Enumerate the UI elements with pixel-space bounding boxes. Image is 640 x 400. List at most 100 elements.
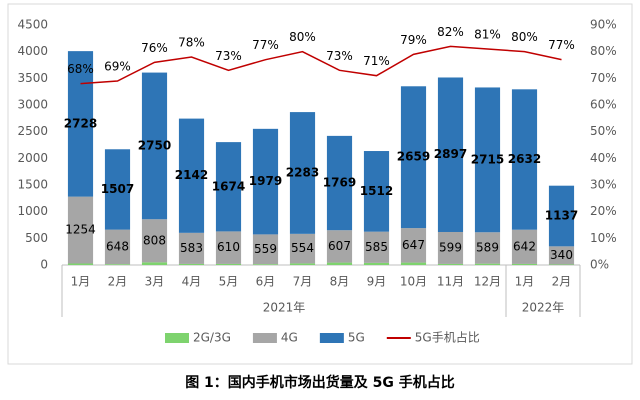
data-label: 554 [291,241,314,255]
legend-swatch [319,333,344,343]
x-tick-label: 7月 [293,275,313,289]
data-label: 1507 [101,182,134,196]
bar-segment [289,263,316,265]
bar-segment [363,231,390,263]
bar-segment [178,263,205,265]
x-tick-label: 9月 [367,275,387,289]
data-label: 340 [550,248,573,262]
y2-tick-label: 70% [590,71,617,85]
bar-segment [289,112,316,234]
legend-swatch [252,333,277,343]
data-label: 642 [513,239,536,253]
bar-segment [215,142,242,232]
data-label: 647 [402,238,425,252]
data-label: 76% [141,41,168,55]
x-tick-label: 1月 [515,275,535,289]
data-label: 1512 [360,184,393,198]
bar-segment [437,263,464,265]
caption: 图 1：国内手机市场出货量及 5G 手机占比 [185,374,455,391]
y2-tick-label: 60% [590,98,617,112]
x-group-label: 2021年 [263,301,306,315]
legend-label: 5G [348,331,365,345]
y-tick-label: 1500 [17,178,48,192]
data-label: 808 [143,233,166,247]
data-label: 2728 [64,116,97,130]
data-label: 607 [328,239,351,253]
data-label: 77% [548,38,575,52]
bar-segment [400,86,427,229]
x-tick-label: 4月 [182,275,202,289]
bar-segment [104,229,131,265]
chart-border [7,3,633,365]
data-label: 1979 [249,174,282,188]
bar-segment [178,118,205,233]
data-label: 2142 [175,168,208,182]
data-label: 1254 [65,223,96,237]
data-label: 2715 [471,152,504,166]
bar-segment [511,263,538,265]
data-label: 73% [215,49,242,63]
data-label: 559 [254,242,277,256]
x-tick-label: 8月 [330,275,350,289]
line [80,45,562,85]
x-tick-label: 2月 [552,275,572,289]
data-label: 583 [180,241,203,255]
bar-segment [104,149,131,230]
bar-segment [141,219,168,263]
y2-tick-label: 10% [590,231,617,245]
y2-tick-label: 20% [590,204,617,218]
y-tick-label: 3500 [17,71,48,85]
x-tick-label: 3月 [145,275,165,289]
bar-segment [400,262,427,265]
bar-segment [252,128,279,235]
bar-segment [474,263,501,265]
y-tick-label: 1000 [17,204,48,218]
x-tick-label: 10月 [400,275,427,289]
x-tick-label: 1月 [71,275,91,289]
legend-label: 2G/3G [193,331,231,345]
bar-segment [548,264,575,265]
y-tick-label: 3000 [17,98,48,112]
bar-segment [178,232,205,264]
bar-segment [67,263,94,265]
bar-segment [548,185,575,247]
data-label: 1674 [212,179,245,193]
data-label: 610 [217,240,240,254]
bar-segment [215,263,242,265]
data-label: 77% [252,38,279,52]
y2-tick-label: 50% [590,124,617,138]
data-label: 585 [365,240,388,254]
y-tick-label: 4500 [17,18,48,32]
bar-segment [363,151,390,232]
data-label: 79% [400,33,427,47]
data-label: 68% [67,62,94,76]
data-label: 589 [476,240,499,254]
bar-segment [548,246,575,265]
y2-tick-label: 40% [590,151,617,165]
data-label: 2659 [397,150,430,164]
data-label: 2632 [508,152,541,166]
data-label: 81% [474,28,501,42]
data-label: 78% [178,36,205,50]
bar-segment [363,262,390,265]
bar-segment [326,135,353,231]
bar-segment [289,233,316,264]
legend-label: 5G手机占比 [415,330,480,345]
bar-segment [326,230,353,263]
data-label: 2283 [286,165,319,179]
y-tick-label: 500 [25,231,48,245]
y2-tick-label: 0% [590,258,609,272]
x-tick-label: 2月 [108,275,128,289]
data-label: 1769 [323,176,356,190]
data-label: 2750 [138,138,171,152]
data-label: 648 [106,239,129,253]
y-tick-label: 4000 [17,44,48,58]
bar-segment [474,232,501,264]
legend-label: 4G [281,331,298,345]
data-label: 80% [511,30,538,44]
y2-tick-label: 90% [590,18,617,32]
bar-segment [437,231,464,264]
bar-segment [104,264,131,265]
x-tick-label: 5月 [219,275,239,289]
